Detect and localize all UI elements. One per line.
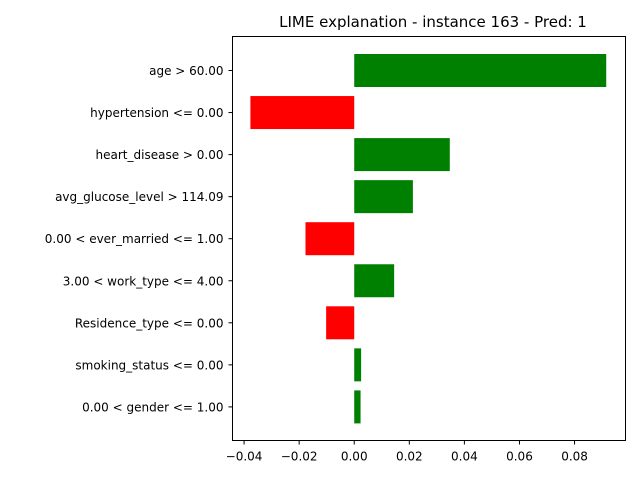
x-tick-label-5: 0.06 — [506, 450, 533, 464]
chart-title: LIME explanation - instance 163 - Pred: … — [279, 13, 587, 31]
y-tick-label-8: 0.00 < gender <= 1.00 — [82, 400, 223, 414]
bars-group — [250, 54, 607, 424]
x-tick-label-4: 0.04 — [451, 450, 478, 464]
y-tick-label-1: hypertension <= 0.00 — [90, 106, 223, 120]
bar-5 — [354, 264, 395, 298]
bar-4 — [305, 222, 355, 256]
x-tick-label-0: −0.04 — [226, 450, 263, 464]
x-axis-ticks: −0.04 −0.02 0.00 0.02 0.04 0.06 0.08 — [226, 440, 588, 464]
x-tick-label-2: 0.00 — [341, 450, 368, 464]
bar-2 — [354, 138, 450, 172]
bar-7 — [354, 348, 362, 382]
y-tick-label-5: 3.00 < work_type <= 4.00 — [63, 274, 224, 288]
bar-1 — [250, 96, 355, 130]
y-tick-label-6: Residence_type <= 0.00 — [75, 316, 224, 330]
bar-0 — [354, 54, 607, 87]
bar-6 — [326, 306, 355, 340]
y-tick-label-4: 0.00 < ever_married <= 1.00 — [45, 232, 224, 246]
y-tick-label-7: smoking_status <= 0.00 — [75, 358, 223, 372]
y-tick-label-3: avg_glucose_level > 114.09 — [55, 190, 223, 204]
bar-8 — [354, 390, 361, 424]
plot-frame — [232, 36, 626, 441]
x-tick-label-3: 0.02 — [396, 450, 423, 464]
y-tick-label-0: age > 60.00 — [149, 64, 223, 78]
x-tick-label-6: 0.08 — [561, 450, 588, 464]
y-axis-ticks: age > 60.00 hypertension <= 0.00 heart_dis… — [45, 64, 233, 414]
x-tick-label-1: −0.02 — [281, 450, 318, 464]
bar-3 — [354, 180, 413, 214]
y-tick-label-2: heart_disease > 0.00 — [96, 148, 224, 162]
